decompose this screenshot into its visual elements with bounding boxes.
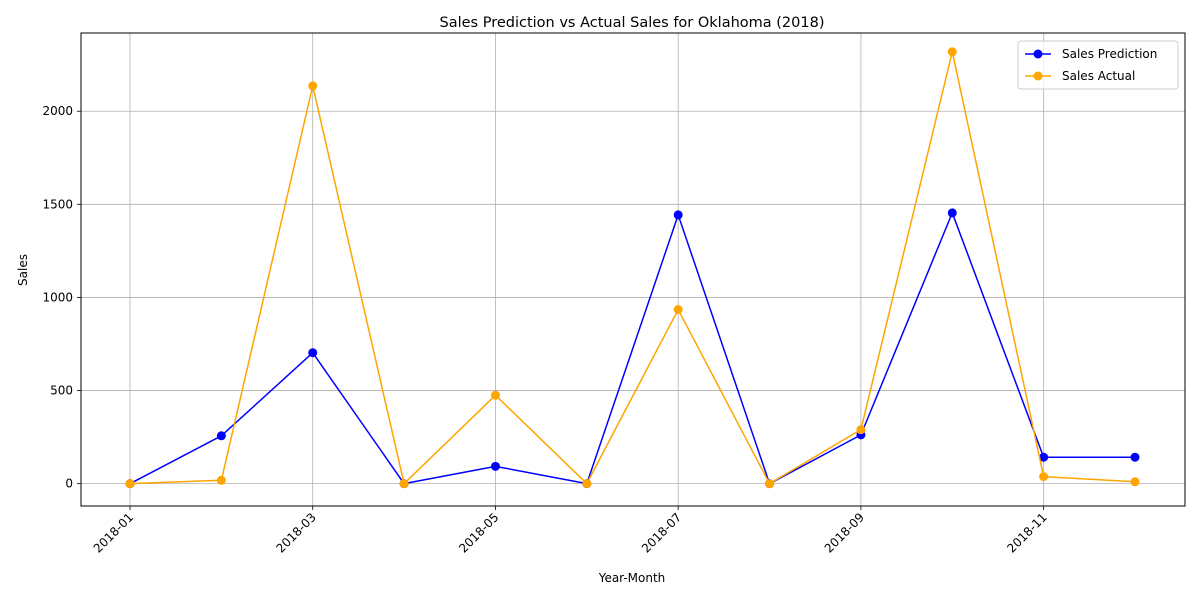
legend-actual-marker bbox=[1033, 71, 1043, 81]
actual-point bbox=[125, 479, 135, 489]
chart-title: Sales Prediction vs Actual Sales for Okl… bbox=[440, 15, 825, 31]
x-tick-label: 2018-11 bbox=[1004, 510, 1049, 555]
y-tick-label: 1000 bbox=[42, 290, 73, 304]
legend-actual-label: Sales Actual bbox=[1062, 69, 1135, 83]
x-axis-label: Year-Month bbox=[598, 571, 666, 585]
y-tick-label: 1500 bbox=[42, 197, 73, 211]
x-tick-label: 2018-01 bbox=[91, 510, 136, 555]
y-tick-label: 0 bbox=[65, 477, 73, 491]
prediction-point bbox=[1039, 452, 1049, 462]
prediction-point bbox=[490, 461, 500, 471]
actual-point bbox=[856, 425, 866, 435]
plot-frame bbox=[80, 32, 1186, 507]
actual-point bbox=[216, 475, 226, 485]
prediction-point bbox=[216, 431, 226, 441]
actual-point bbox=[673, 305, 683, 315]
actual-point bbox=[1039, 472, 1049, 482]
x-tick-label: 2018-09 bbox=[822, 510, 867, 555]
actual-point bbox=[947, 47, 957, 57]
x-tick-label: 2018-03 bbox=[273, 510, 318, 555]
grid-layer bbox=[81, 33, 1185, 506]
actual-point bbox=[765, 479, 775, 489]
actual-point bbox=[582, 479, 592, 489]
y-axis-label: Sales bbox=[16, 254, 30, 286]
actual-point bbox=[399, 479, 409, 489]
y-tick-label: 2000 bbox=[42, 104, 73, 118]
axis-layer: 2018-01 2018-03 2018-05 2018-07 2018-09 2018-… bbox=[42, 104, 1049, 555]
legend-box bbox=[1017, 40, 1179, 90]
x-tick-label: 2018-07 bbox=[639, 510, 684, 555]
prediction-point bbox=[308, 348, 318, 358]
actual-point bbox=[490, 390, 500, 400]
legend-prediction-label: Sales Prediction bbox=[1062, 47, 1157, 61]
y-tick-label: 500 bbox=[50, 384, 73, 398]
legend-prediction-marker bbox=[1033, 49, 1043, 59]
actual-point bbox=[1130, 477, 1140, 487]
x-tick-label: 2018-05 bbox=[456, 510, 501, 555]
series-layer bbox=[125, 47, 1140, 489]
actual-point bbox=[308, 81, 318, 91]
prediction-point bbox=[947, 208, 957, 218]
legend: Sales Prediction Sales Actual bbox=[1017, 40, 1179, 90]
series-line-prediction bbox=[129, 212, 1135, 485]
series-line-actual bbox=[129, 51, 1136, 485]
prediction-point bbox=[673, 210, 683, 220]
prediction-point bbox=[1130, 452, 1140, 462]
